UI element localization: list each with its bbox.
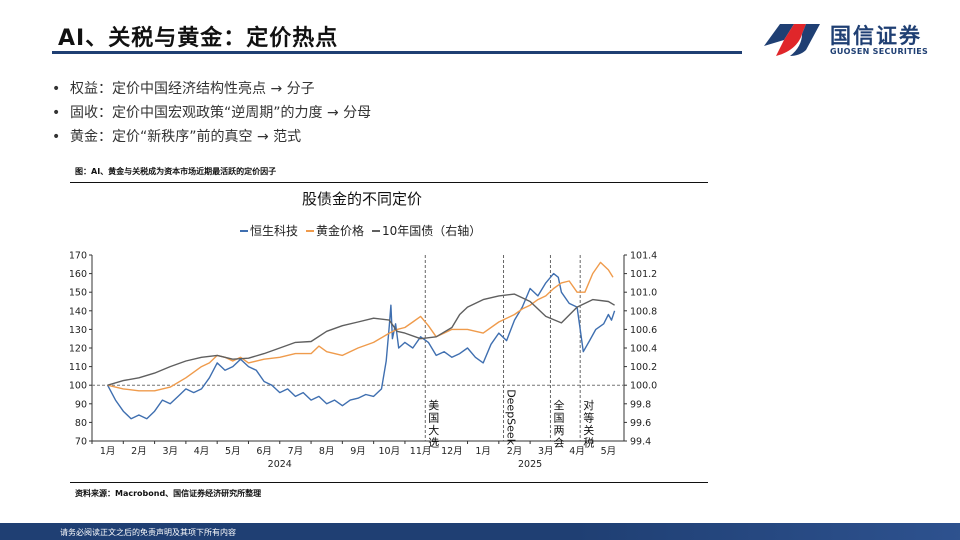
figure-bottom-rule	[70, 482, 708, 483]
event-label-3-char-2: 关	[583, 423, 594, 437]
event-label-3-char-1: 等	[583, 411, 594, 425]
bullet-list: 权益：定价中国经济结构性亮点 → 分子 固收：定价中国宏观政策“逆周期”的力度 …	[52, 77, 371, 149]
event-label-0-char-0: 美	[428, 399, 439, 412]
figure-source: 资料来源：Macrobond、国信证券经济研究所整理	[75, 489, 262, 498]
x-tick-label-13: 2月	[507, 446, 523, 457]
legend-label-2: 10年国债（右轴）	[382, 223, 481, 238]
y-left-tick-label-7: 140	[70, 306, 87, 317]
x-tick-label-2: 3月	[162, 446, 178, 457]
x-tick-label-8: 9月	[350, 446, 366, 457]
event-label-0-char-1: 国	[428, 412, 439, 425]
event-label-0-char-3: 选	[428, 437, 439, 450]
y-right-tick-label-6: 100.6	[630, 325, 657, 336]
x-tick-label-15: 4月	[569, 446, 585, 457]
year-label-1: 2025	[518, 459, 542, 470]
y-left-tick-label-8: 150	[70, 288, 87, 299]
x-tick-label-16: 5月	[601, 446, 617, 457]
y-right-tick-label-0: 99.4	[630, 437, 651, 448]
logo-text-en: GUOSEN SECURITIES	[830, 47, 929, 56]
series-line-0	[106, 272, 616, 420]
y-left-tick-label-9: 160	[70, 269, 87, 280]
footer-disclaimer: 请务必阅读正文之后的免责声明及其项下所有内容	[60, 528, 236, 537]
y-right-tick-label-4: 100.2	[630, 362, 657, 373]
x-tick-label-7: 8月	[319, 446, 335, 457]
bullet-fixed-income: 固收：定价中国宏观政策“逆周期”的力度 → 分母	[52, 101, 371, 125]
figure-top-rule	[70, 182, 708, 183]
y-right-tick-label-9: 101.2	[630, 269, 657, 280]
y-left-tick-label-3: 100	[70, 381, 87, 392]
event-label-2-char-0: 全	[553, 398, 564, 412]
y-right-tick-label-1: 99.6	[630, 418, 651, 429]
y-left-tick-label-2: 90	[75, 399, 87, 410]
x-tick-label-6: 7月	[288, 446, 304, 457]
figure-caption: 图：AI、黄金与关税成为资本市场近期最活跃的定价因子	[75, 167, 277, 176]
title-underline	[52, 51, 742, 54]
footer-accent	[0, 523, 960, 540]
slide-title: AI、关税与黄金：定价热点	[58, 26, 339, 51]
y-left-tick-label-5: 120	[70, 344, 87, 355]
event-label-2-char-3: 会	[553, 437, 564, 450]
y-right-tick-label-7: 100.8	[630, 306, 657, 317]
event-label-2-char-1: 国	[553, 412, 564, 425]
x-tick-label-11: 12月	[441, 446, 463, 457]
y-right-tick-label-5: 100.4	[630, 344, 657, 355]
y-left-tick-label-1: 80	[75, 418, 87, 429]
legend-label-0: 恒生科技	[250, 224, 298, 238]
event-label-1: DeepSeek	[505, 389, 518, 446]
x-tick-label-3: 4月	[194, 446, 210, 457]
legend-label-1: 黄金价格	[316, 223, 364, 238]
event-label-3-char-3: 税	[583, 436, 594, 450]
x-tick-label-4: 5月	[225, 446, 241, 457]
y-right-tick-label-10: 101.4	[630, 251, 657, 262]
x-tick-label-5: 6月	[256, 446, 272, 457]
guosen-logo-icon	[764, 24, 820, 56]
bullet-gold: 黄金：定价“新秩序”前的真空 → 范式	[52, 125, 371, 149]
y-left-tick-label-4: 110	[70, 362, 87, 373]
y-right-tick-label-8: 101.0	[630, 288, 657, 299]
y-left-tick-label-0: 70	[75, 437, 87, 448]
x-tick-label-14: 3月	[538, 446, 554, 457]
company-logo: 国信证券 GUOSEN SECURITIES	[762, 18, 928, 62]
y-right-tick-label-3: 100.0	[630, 381, 657, 392]
logo-text-cn: 国信证券	[830, 24, 922, 48]
series-line-2	[107, 293, 615, 386]
y-right-tick-label-2: 99.8	[630, 399, 651, 410]
x-tick-label-0: 1月	[100, 446, 116, 457]
series-line-1	[107, 261, 614, 392]
y-left-tick-label-6: 130	[70, 325, 87, 336]
event-label-3-char-0: 对	[583, 398, 594, 412]
event-label-2-char-2: 两	[553, 424, 564, 437]
y-left-tick-label-10: 170	[70, 251, 87, 262]
x-tick-label-12: 1月	[475, 446, 491, 457]
bullet-equity: 权益：定价中国经济结构性亮点 → 分子	[52, 77, 371, 101]
year-label-0: 2024	[268, 459, 292, 470]
x-tick-label-1: 2月	[131, 446, 147, 457]
event-label-0-char-2: 大	[428, 423, 439, 437]
x-tick-label-10: 11月	[410, 446, 432, 457]
chart-title: 股债金的不同定价	[302, 190, 422, 208]
x-tick-label-9: 10月	[378, 446, 400, 457]
